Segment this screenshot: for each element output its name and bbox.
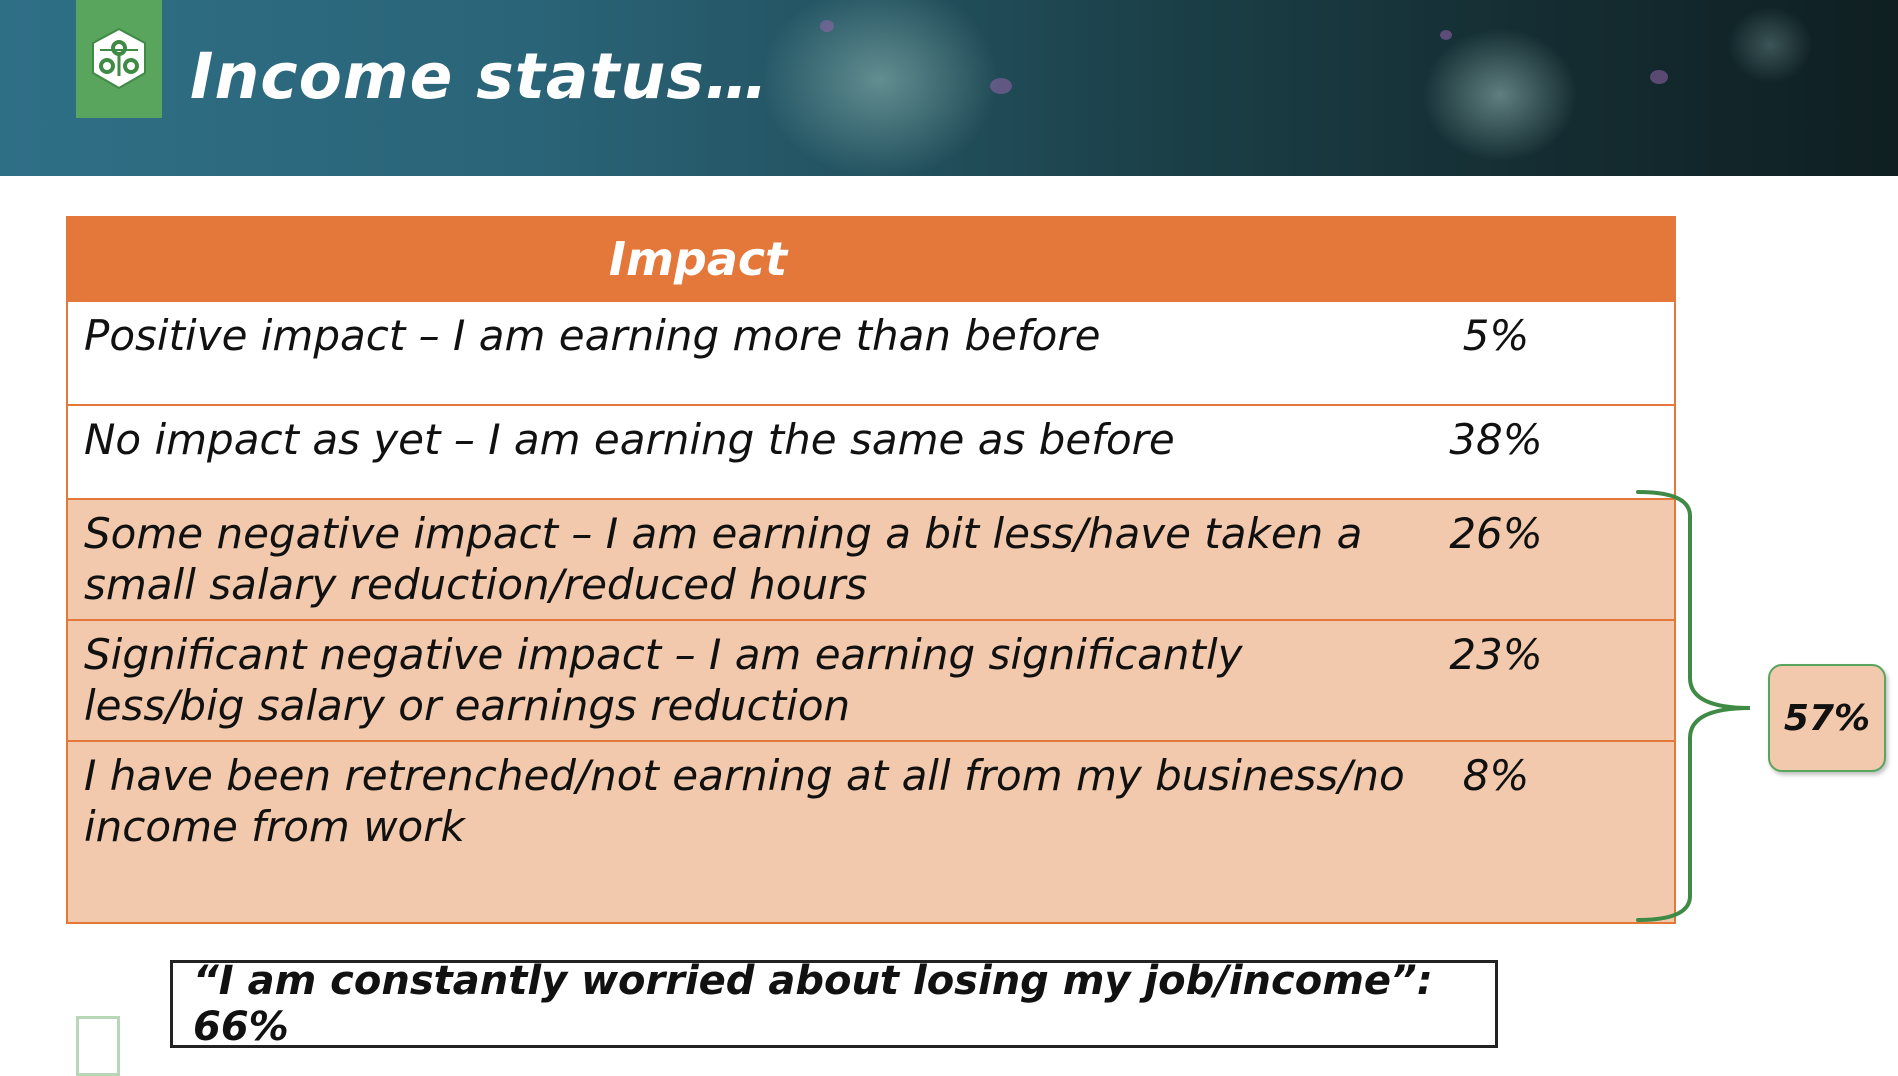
header-banner	[0, 0, 1898, 176]
table-row: I have been retrenched/not earning at al…	[68, 742, 1674, 922]
old-mutual-logo-icon	[92, 27, 146, 90]
table-row: No impact as yet – I am earning the same…	[68, 406, 1674, 500]
virus-spot	[990, 78, 1012, 94]
quote-callout: “I am constantly worried about losing my…	[170, 958, 1498, 1050]
row-label: Some negative impact – I am earning a bi…	[84, 509, 1363, 609]
table-header-label: Impact	[608, 232, 788, 286]
virus-spot	[1440, 30, 1452, 40]
row-value: 5%	[1462, 311, 1530, 360]
virus-spot	[1650, 70, 1668, 84]
table-row: Some negative impact – I am earning a bi…	[68, 500, 1674, 621]
row-label: I have been retrenched/not earning at al…	[84, 751, 1405, 851]
grouping-brace	[1636, 490, 1751, 922]
row-value: 23%	[1449, 630, 1543, 679]
slide-title: Income status…	[190, 40, 769, 113]
impact-table: Impact Positive impact – I am earning mo…	[66, 216, 1676, 924]
row-value: 38%	[1449, 415, 1543, 464]
logo	[76, 0, 162, 118]
table-header: Impact	[68, 218, 1674, 302]
row-label: Positive impact – I am earning more than…	[84, 311, 1101, 360]
placeholder-square	[76, 1016, 120, 1076]
row-value: 26%	[1449, 509, 1543, 558]
table-row: Positive impact – I am earning more than…	[68, 302, 1674, 406]
row-label: Significant negative impact – I am earni…	[84, 630, 1243, 730]
virus-spot	[820, 20, 834, 32]
table-row: Significant negative impact – I am earni…	[68, 621, 1674, 742]
row-label: No impact as yet – I am earning the same…	[84, 415, 1175, 464]
negative-impact-total: 57%	[1768, 664, 1886, 772]
row-value: 8%	[1462, 751, 1530, 800]
